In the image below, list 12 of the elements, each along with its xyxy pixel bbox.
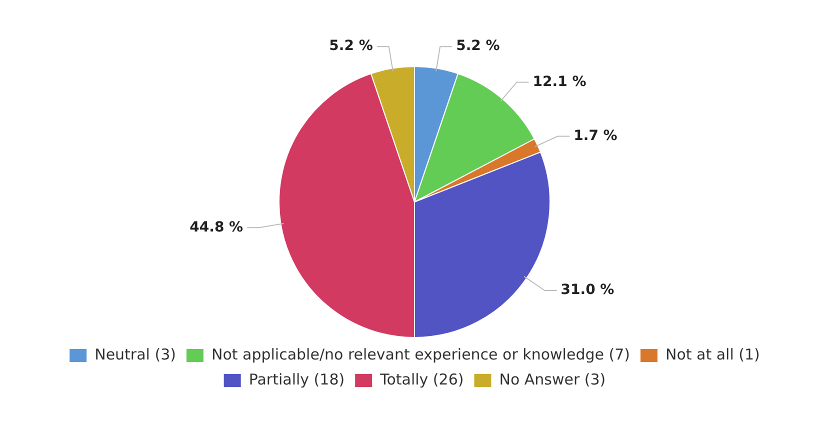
legend-label: No Answer (3) [499,370,606,388]
legend-label: Partially (18) [248,370,345,388]
data-label: 5.2 % [329,38,373,54]
data-label: 12.1 % [532,74,586,90]
legend-label: Not at all (1) [665,345,760,364]
legend-label: Totally (26) [379,370,464,388]
legend-label: Not applicable/no relevant experience or knowledge (7) [211,345,630,364]
legend-label: Neutral (3) [94,345,176,364]
data-label: 1.7 % [574,128,618,144]
data-label: 5.2 % [456,38,500,54]
data-label: 31.0 % [560,282,614,298]
data-label: 44.8 % [190,219,244,236]
